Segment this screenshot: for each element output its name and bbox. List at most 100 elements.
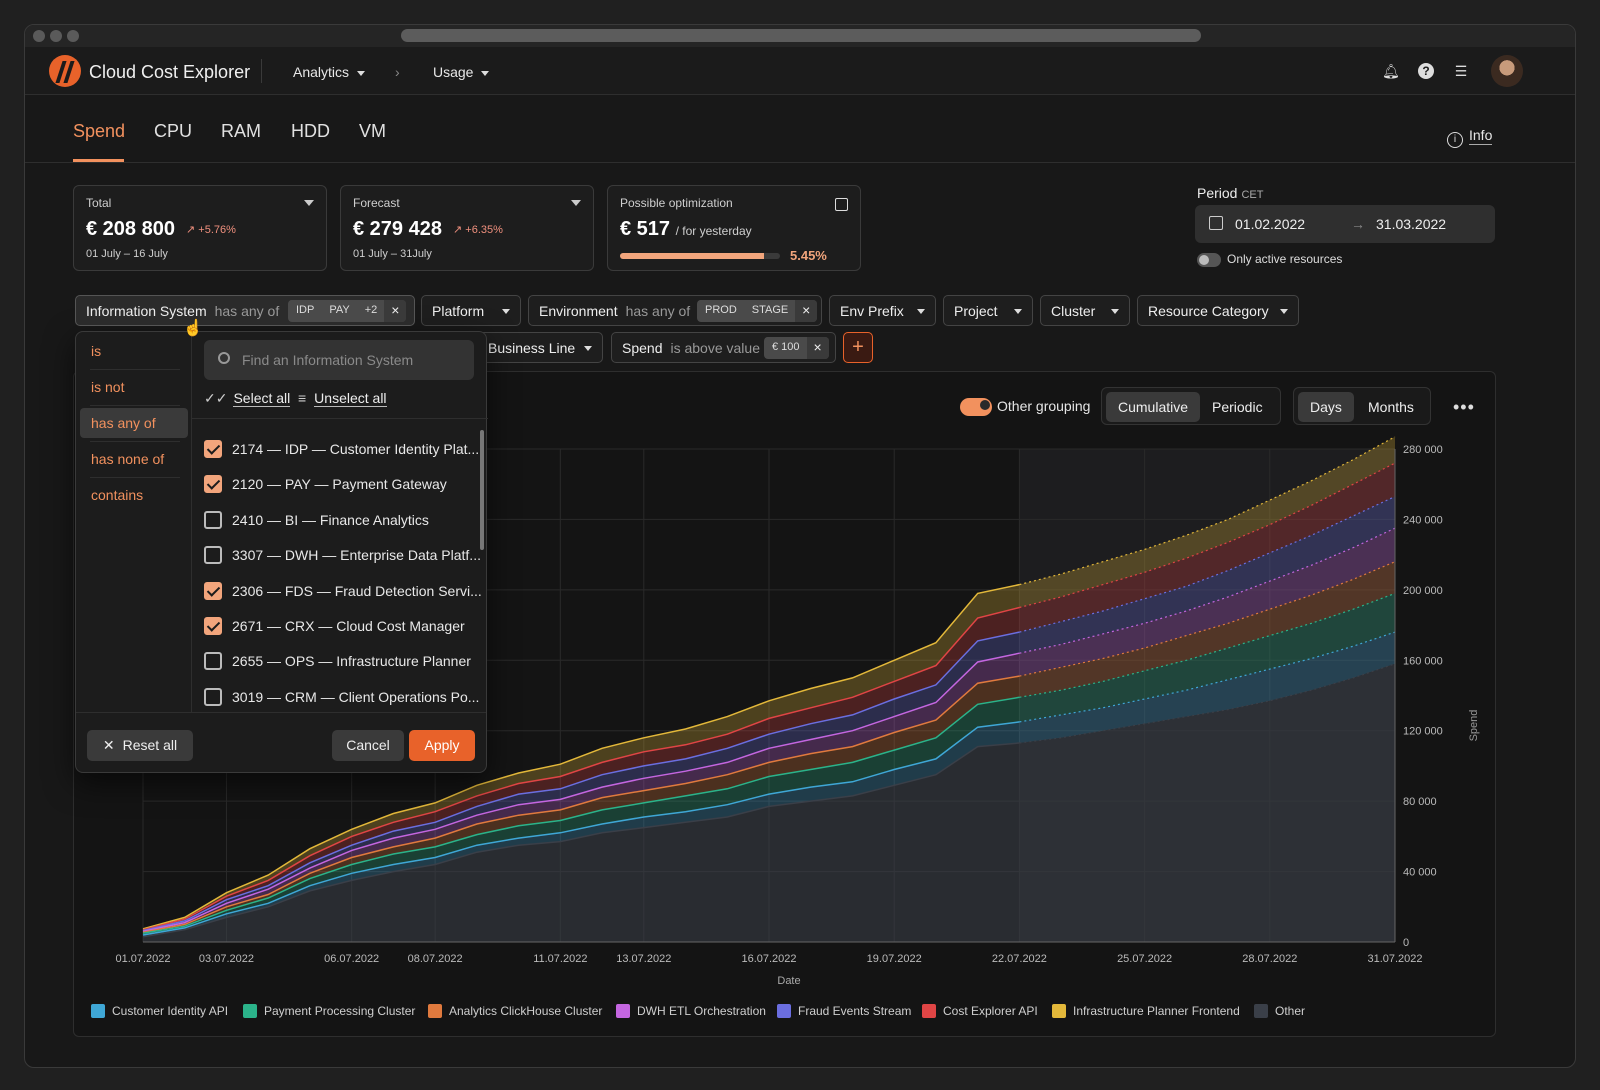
other-grouping-toggle[interactable]	[960, 398, 992, 416]
platform-filter[interactable]: Platform	[421, 295, 521, 326]
info-link[interactable]: i Info	[1447, 127, 1493, 148]
business-line-filter[interactable]: Business Line	[477, 332, 603, 363]
total-change: ↗ +5.76%	[186, 224, 236, 236]
legend-item[interactable]: Customer Identity API	[91, 1004, 228, 1018]
series-forecast-line	[1019, 561, 1396, 677]
window-maximize-dot[interactable]	[67, 30, 79, 42]
checkbox[interactable]	[204, 581, 222, 600]
series-line	[142, 631, 1020, 932]
list-item-label: 2120 — PAY — Payment Gateway	[232, 476, 447, 493]
more-options-icon[interactable]: •••	[1453, 397, 1475, 417]
reset-all-button[interactable]: ✕ Reset all	[87, 730, 193, 761]
unselect-all-link[interactable]: ≡ Unselect all	[298, 390, 387, 407]
project-filter[interactable]: Project	[943, 295, 1033, 326]
settings-sliders-icon[interactable]: ☰	[1454, 63, 1468, 79]
list-scrollbar[interactable]	[480, 430, 484, 550]
close-icon[interactable]: ×	[806, 337, 829, 359]
list-item[interactable]: 2306 — FDS — Fraud Detection Servi...	[204, 581, 482, 606]
tab-cpu[interactable]: CPU	[154, 121, 193, 141]
tab-vm[interactable]: VM	[359, 121, 386, 141]
list-item[interactable]: 2174 — IDP — Customer Identity Plat...	[204, 440, 479, 464]
cancel-button[interactable]: Cancel	[332, 730, 404, 761]
window-minimize-dot[interactable]	[50, 30, 62, 42]
horizontal-scrollbar[interactable]	[401, 29, 1201, 42]
close-icon[interactable]: ×	[795, 300, 818, 322]
legend-item[interactable]: Other	[1254, 1004, 1305, 1018]
legend-item[interactable]: Analytics ClickHouse Cluster	[428, 1004, 602, 1018]
area-band	[143, 496, 1395, 932]
checkbox[interactable]	[204, 440, 222, 458]
list-item-label: 2655 — OPS — Infrastructure Planner	[232, 653, 471, 670]
total-card[interactable]: Total € 208 800 ↗ +5.76% 01 July – 16 Ju…	[73, 185, 327, 271]
series-forecast-line	[1019, 663, 1396, 744]
bell-icon[interactable]: 🔔︎	[1382, 63, 1400, 79]
external-link-icon[interactable]	[835, 198, 848, 211]
app-window: Cloud Cost Explorer Analytics › Usage 🔔︎…	[24, 24, 1576, 1068]
list-item[interactable]: 2655 — OPS — Infrastructure Planner	[204, 652, 471, 676]
cluster-filter[interactable]: Cluster	[1040, 295, 1130, 326]
tab-spend[interactable]: Spend	[73, 121, 126, 141]
user-avatar[interactable]	[1491, 55, 1523, 87]
legend-item[interactable]: DWH ETL Orchestration	[616, 1004, 766, 1018]
usage-dropdown[interactable]: Usage	[433, 64, 490, 80]
filter-tag: IDP	[289, 300, 322, 320]
legend-swatch	[91, 1004, 105, 1018]
months-button[interactable]: Months	[1368, 399, 1414, 415]
optimization-percent: 5.45%	[790, 248, 827, 263]
filter-tag: PROD	[698, 300, 744, 320]
legend-item[interactable]: Infrastructure Planner Frontend	[1052, 1004, 1240, 1018]
operator-has-none-of[interactable]: has none of	[91, 451, 165, 467]
checkbox[interactable]	[204, 652, 222, 671]
date-to[interactable]: 31.03.2022	[1376, 216, 1447, 232]
list-item-label: 3307 — DWH — Enterprise Data Platf...	[232, 547, 481, 564]
legend-item[interactable]: Payment Processing Cluster	[243, 1004, 415, 1018]
other-grouping-label: Other grouping	[997, 398, 1091, 414]
chevron-down-icon	[917, 309, 925, 314]
forecast-card[interactable]: Forecast € 279 428 ↗ +6.35% 01 July – 31…	[340, 185, 594, 271]
checkbox[interactable]	[204, 687, 222, 706]
legend-item[interactable]: Cost Explorer API	[922, 1004, 1038, 1018]
list-item[interactable]: 2410 — BI — Finance Analytics	[204, 510, 429, 535]
list-item[interactable]: 2671 — CRX — Cloud Cost Manager	[204, 617, 465, 641]
operator-list: is is not has any of has none of contain…	[76, 332, 192, 712]
help-icon[interactable]: ?	[1418, 63, 1434, 79]
add-filter-button[interactable]: +	[843, 332, 873, 363]
date-range-picker[interactable]: 01.02.2022 → 31.03.2022	[1195, 205, 1495, 243]
operator-contains[interactable]: contains	[91, 487, 144, 503]
legend-swatch	[428, 1004, 442, 1018]
operator-is[interactable]: is	[91, 343, 102, 359]
env-prefix-filter[interactable]: Env Prefix	[829, 295, 936, 326]
chevron-down-icon[interactable]	[571, 200, 581, 206]
optimization-card[interactable]: Possible optimization € 517 / for yester…	[607, 185, 861, 271]
series-forecast-line	[1019, 495, 1396, 633]
list-item[interactable]: 2120 — PAY — Payment Gateway	[204, 475, 447, 499]
date-from[interactable]: 01.02.2022	[1235, 216, 1306, 232]
select-all-link[interactable]: ✓✓ Select all	[204, 390, 291, 407]
spend-filter[interactable]: Spend is above value € 100 ×	[611, 332, 836, 363]
checkbox[interactable]	[204, 617, 222, 635]
checkbox[interactable]	[204, 475, 222, 494]
chevron-down-icon[interactable]	[304, 200, 314, 206]
checkbox[interactable]	[204, 546, 222, 565]
list-item[interactable]: 3307 — DWH — Enterprise Data Platf...	[204, 546, 481, 570]
tab-hdd[interactable]: HDD	[291, 121, 330, 141]
resource-category-filter[interactable]: Resource Category	[1137, 295, 1299, 326]
environment-filter[interactable]: Environment has any of PROD STAGE ×	[528, 295, 822, 326]
legend-item[interactable]: Fraud Events Stream	[777, 1004, 911, 1018]
cumulative-button[interactable]: Cumulative	[1106, 392, 1201, 422]
operator-has-any-of[interactable]: has any of	[80, 408, 188, 438]
close-icon[interactable]: ×	[384, 300, 407, 322]
information-system-filter[interactable]: Information System has any of IDP PAY +2 ×	[75, 295, 415, 326]
list-item[interactable]: 3019 — CRM — Client Operations Po...	[204, 687, 479, 712]
checkbox[interactable]	[204, 510, 222, 529]
x-tick-label: 13.07.2022	[616, 953, 671, 965]
search-input[interactable]: Find an Information System	[204, 340, 474, 380]
analytics-dropdown[interactable]: Analytics	[293, 64, 366, 80]
window-close-dot[interactable]	[33, 30, 45, 42]
tab-ram[interactable]: RAM	[221, 121, 261, 141]
operator-is-not[interactable]: is not	[91, 379, 125, 395]
active-resources-toggle[interactable]	[1197, 253, 1221, 267]
apply-button[interactable]: Apply	[409, 730, 475, 761]
days-button[interactable]: Days	[1298, 392, 1354, 422]
periodic-button[interactable]: Periodic	[1212, 399, 1263, 415]
